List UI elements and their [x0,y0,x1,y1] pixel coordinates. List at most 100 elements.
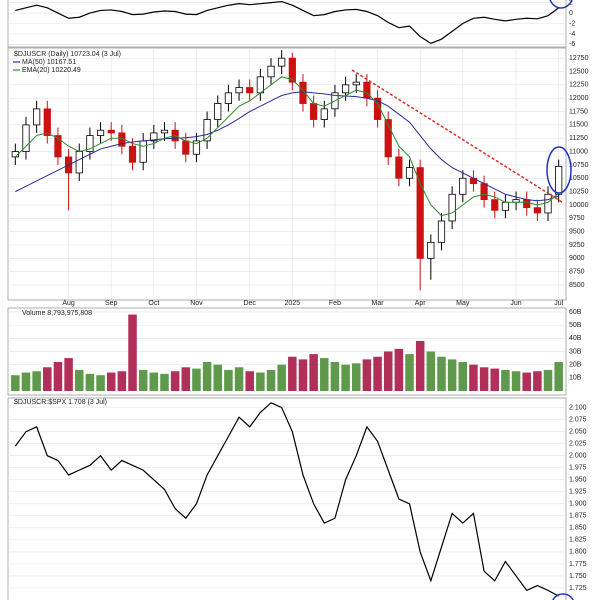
candle-body [86,135,94,152]
candle-body [278,57,286,67]
volume-bar [128,314,137,391]
x-tick-label: Dec [243,300,256,307]
y-tick-label: 1.725 [569,585,587,592]
volume-bar [543,369,553,391]
candle-body [160,129,169,134]
y-tick-label: 1.800 [569,549,587,556]
volume-bar [277,364,286,391]
y-tick-label: 9000 [569,255,585,262]
volume-bar [43,367,52,391]
volume-bar [320,358,329,391]
plot-layer: 2 0 -2 -4 -6 8500 8750 9000 9250 9500 9750 10000 102… [8,0,589,597]
candle-body [192,140,201,155]
candle-body [54,135,62,158]
volume-bar [479,367,489,391]
trend-line [351,69,563,203]
y-tick-label: 1.750 [569,573,587,580]
candle-body [416,167,424,259]
data-line [14,402,559,597]
volume-bar [85,373,95,391]
y-tick-label: 10B [569,375,582,382]
panel-plot [8,311,566,391]
volume-bar [266,369,276,391]
y-tick-label: -2 [569,20,575,27]
y-tick-label: 11000 [569,148,588,155]
volume-bar [192,368,201,391]
volume-bar [458,362,468,391]
panel-plot [8,0,566,45]
volume-bar [383,351,393,391]
volume-bar [554,362,563,391]
y-tick-label: 10750 [569,162,589,169]
y-tick-label: 2.025 [569,441,587,448]
y-tick-label: 8500 [569,282,585,289]
candle-body [310,103,318,120]
candle-body [96,129,105,136]
candle-body [128,145,137,163]
y-tick-label: -6 [569,41,575,48]
candle-body [139,140,147,163]
y-tick-label: 2.075 [569,416,587,423]
volume-bar [362,359,372,391]
volume-bar [298,359,308,391]
volume-bar [341,364,350,391]
ratio-title: $DJUSCR:$SPX 1.708 (3 Jul) [14,399,107,406]
candle-body [384,119,392,158]
candle-body [352,81,360,86]
x-tick-label: Oct [148,300,159,307]
y-tick-label: 2.100 [569,404,587,411]
y-tick-label: 1.825 [569,537,587,544]
candle-body [533,207,541,214]
candle-body [235,87,243,94]
candle-body [33,108,41,126]
ratio-panel [7,397,567,600]
volume-title: Volume 8,793,975,808 [22,310,92,317]
y-tick-label: 0 [569,10,573,17]
y-tick-label: 1.975 [569,465,587,472]
candle-body [427,241,435,259]
volume-bar [170,371,180,391]
volume-bar [96,375,105,391]
candle-body [246,87,254,94]
candle-body [107,129,115,134]
candle-body [523,199,531,209]
y-tick-label: 60B [569,309,582,316]
y-tick-label: 10000 [569,202,589,209]
volume-bar [245,371,254,391]
y-tick-label: 9750 [569,215,585,222]
y-tick-label: 10500 [569,175,589,182]
price-panel [7,47,567,301]
y-tick-label: 10250 [569,188,589,195]
volume-bar [373,356,382,391]
x-tick-label: Jul [554,300,563,307]
highlight-circle [552,593,574,600]
candle-body [75,151,83,174]
y-tick-label: -4 [569,31,575,38]
volume-bar [490,368,500,391]
y-tick-label: 20B [569,361,582,368]
candle-body [203,119,211,142]
volume-bar [309,354,318,391]
candle-body [501,201,510,211]
x-tick-label: May [456,300,470,307]
y-tick-label: 1.775 [569,561,587,568]
volume-bar [224,369,233,391]
volume-bar [501,369,510,391]
candle-body [267,65,275,78]
volume-bar [288,356,297,391]
y-tick-label: 2.050 [569,429,587,436]
candle-body [43,108,51,136]
x-tick-label: Sep [105,300,118,307]
x-tick-label: Feb [329,300,341,307]
candle-body [395,156,403,179]
volume-bar [351,363,361,391]
candle-body [214,103,222,120]
volume-bar [426,351,436,391]
candle-body [341,84,350,94]
volume-bar [405,354,414,391]
candle-body [437,220,446,243]
y-tick-label: 11500 [569,122,588,129]
y-tick-label: 50B [569,322,582,329]
candle-body [22,124,30,152]
